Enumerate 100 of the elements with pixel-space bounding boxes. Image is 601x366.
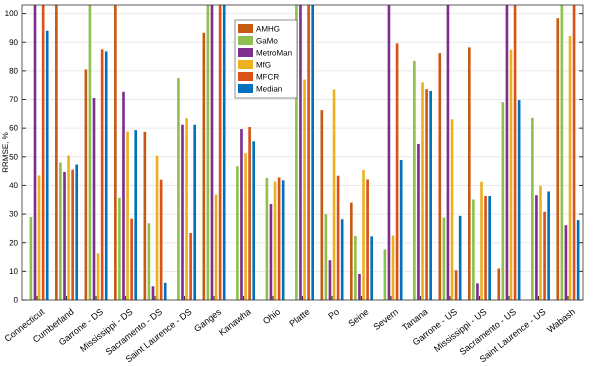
bar (320, 110, 324, 300)
legend-label: AMHG (256, 24, 280, 34)
bar (572, 5, 576, 300)
bar (421, 82, 424, 300)
bar (328, 260, 332, 300)
bar (214, 194, 218, 300)
bar (438, 53, 442, 300)
bar (311, 5, 314, 300)
bar (100, 49, 104, 300)
bar (539, 186, 542, 300)
bar (244, 153, 247, 300)
bar (450, 119, 454, 300)
bar (274, 181, 276, 300)
bar (104, 51, 108, 300)
y-tick-label: 0 (14, 296, 19, 305)
bar (358, 274, 361, 300)
bar (71, 170, 74, 300)
bar (446, 5, 450, 300)
bar (118, 198, 121, 300)
bar (564, 225, 568, 300)
bar (252, 141, 256, 300)
bar (543, 212, 546, 300)
bar (156, 156, 158, 300)
bar (488, 196, 491, 300)
bar (114, 5, 117, 300)
bar (388, 5, 390, 300)
bar (189, 232, 192, 300)
legend-label: MFCR (256, 72, 280, 82)
y-tick-label: 80 (9, 66, 19, 76)
bar (67, 155, 70, 300)
bar (270, 204, 272, 300)
y-axis-title: RRMSE, % (1, 132, 10, 173)
bar (366, 179, 369, 300)
bar (413, 60, 416, 300)
bar (560, 5, 564, 300)
bar (425, 89, 428, 300)
bar (468, 47, 471, 300)
bar (63, 172, 66, 300)
bar (506, 5, 508, 300)
bar (46, 30, 49, 300)
bar (134, 130, 138, 300)
y-tick-label: 60 (9, 124, 19, 133)
bar (307, 5, 310, 300)
bar (392, 236, 394, 300)
bar (400, 160, 402, 300)
y-tick-label: 100 (4, 9, 19, 18)
bar (497, 268, 500, 300)
bar (130, 218, 133, 300)
bar (384, 249, 386, 300)
bar (266, 178, 268, 300)
bar (324, 214, 328, 300)
bar (282, 180, 285, 300)
bar (299, 5, 302, 300)
bar (193, 124, 196, 300)
y-tick-label: 90 (9, 38, 19, 47)
bar (362, 170, 365, 300)
bar (236, 166, 239, 300)
bar (96, 253, 100, 300)
x-tick-label: Po (326, 306, 342, 322)
bar (92, 98, 96, 300)
bar (514, 5, 516, 300)
bar (218, 5, 222, 300)
bar (458, 216, 462, 300)
bar (164, 282, 167, 300)
bar (480, 182, 483, 300)
bar (177, 78, 180, 300)
bar (396, 43, 398, 300)
bar (202, 32, 206, 300)
legend-label: Median (256, 84, 282, 94)
bar (42, 5, 44, 300)
y-tick-label: 40 (9, 180, 19, 190)
bar (354, 236, 357, 300)
bar (484, 196, 487, 300)
bar (429, 90, 432, 300)
bar (126, 132, 129, 300)
bar (535, 195, 538, 300)
y-tick-label: 30 (9, 210, 19, 219)
bar (510, 50, 512, 300)
bar (556, 18, 560, 300)
bar (568, 36, 572, 300)
bar (531, 118, 534, 300)
bar (442, 218, 446, 300)
bar (55, 5, 58, 300)
bar (38, 175, 40, 300)
bar (222, 5, 226, 300)
bar (303, 79, 306, 300)
bar (417, 144, 420, 300)
bar (278, 177, 280, 300)
legend-label: MfG (256, 60, 272, 70)
bar (502, 102, 504, 300)
bar (84, 69, 88, 300)
bar (240, 129, 243, 300)
bar (30, 216, 32, 300)
bar (210, 5, 214, 300)
bar (152, 286, 154, 300)
bar (370, 236, 373, 300)
bar (59, 162, 62, 300)
bar (340, 219, 344, 300)
x-tick-label: Ohio (260, 306, 282, 326)
bar (144, 132, 146, 300)
